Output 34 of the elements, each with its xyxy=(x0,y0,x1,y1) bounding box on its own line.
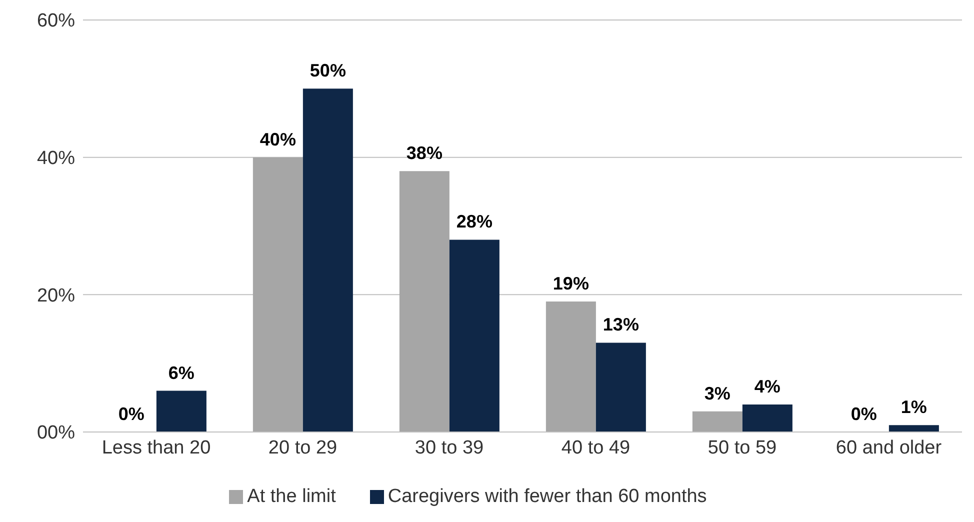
y-tick-label: 40% xyxy=(36,148,76,170)
bar xyxy=(888,425,939,432)
data-label: 38% xyxy=(406,143,442,164)
data-label: 1% xyxy=(900,397,927,418)
data-label: 4% xyxy=(754,376,780,397)
data-label: 3% xyxy=(704,383,730,404)
x-tick-label: Less than 20 xyxy=(102,437,211,458)
y-tick-label: 60% xyxy=(36,10,76,32)
bar xyxy=(156,390,206,432)
data-label: 50% xyxy=(310,60,346,81)
data-label: 6% xyxy=(168,362,194,383)
bar xyxy=(449,240,500,432)
legend-label: Caregivers with fewer than 60 months xyxy=(388,486,707,507)
bar xyxy=(252,157,303,432)
bar xyxy=(742,404,792,432)
bar xyxy=(596,342,646,432)
bar xyxy=(399,171,450,432)
bar xyxy=(692,411,742,432)
data-label: 0% xyxy=(850,404,877,424)
bar xyxy=(302,88,353,432)
x-tick-label: 50 to 59 xyxy=(708,437,777,458)
x-tick-label: 20 to 29 xyxy=(268,437,338,458)
data-label: 13% xyxy=(602,314,639,335)
bar xyxy=(546,302,596,432)
data-label: 19% xyxy=(552,274,589,294)
data-label: 0% xyxy=(118,404,144,424)
data-label: 40% xyxy=(260,129,296,150)
y-tick-label: 00% xyxy=(36,422,76,444)
data-label: 28% xyxy=(456,212,492,232)
x-tick-label: 60 and older xyxy=(836,437,942,458)
y-tick-label: 20% xyxy=(36,285,76,306)
legend-label: At the limit xyxy=(247,486,336,507)
x-tick-label: 40 to 49 xyxy=(561,437,630,458)
x-tick-label: 30 to 39 xyxy=(414,437,484,458)
